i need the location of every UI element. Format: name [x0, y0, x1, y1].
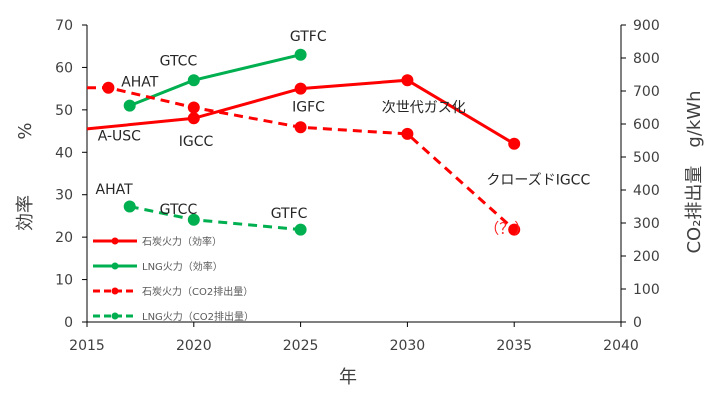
annotation-label: AHAT: [96, 182, 134, 198]
series-4-point: [187, 213, 200, 226]
y-right-tick-label: 0: [633, 315, 642, 331]
x-axis-title: 年: [339, 367, 357, 388]
series-2-point: [187, 74, 200, 87]
y-right-tick-label: 100: [633, 282, 660, 298]
y-right-tick-label: 700: [633, 84, 660, 100]
annotation-label: GTFC: [290, 29, 327, 45]
series-3-point: [508, 223, 521, 236]
y-left-tick-label: 60: [55, 60, 73, 76]
series-3-point: [401, 127, 414, 140]
legend-label: LNG火力（CO2排出量）: [142, 310, 254, 323]
series-4-point: [123, 200, 136, 213]
x-tick-label: 2020: [176, 338, 212, 354]
annotation-label: IGCC: [179, 134, 214, 150]
annotation-label: AHAT: [121, 75, 159, 91]
y-right-tick-label: 400: [633, 183, 660, 199]
y-right-tick-label: 500: [633, 150, 660, 166]
annotation-label: A-USC: [98, 128, 141, 144]
axes: 2015 2020 2025 2030 2035 20400102030405060700…: [55, 18, 660, 354]
annotation-label: クローズドIGCC: [486, 173, 590, 189]
y-right-tick-label: 300: [633, 216, 660, 232]
x-tick-label: 2035: [496, 338, 532, 354]
y-right-tick-label: 900: [633, 18, 660, 34]
legend-swatch-marker: [111, 287, 119, 295]
annotation-label: GTCC: [160, 202, 198, 218]
y-left-tick-label: 20: [55, 230, 73, 246]
y-left-tick-label: 50: [55, 103, 73, 119]
series-3-point: [294, 121, 307, 134]
annotation-label: GTFC: [271, 206, 308, 222]
y-left-axis-title: 効率: [15, 195, 36, 231]
legend-label: 石炭火力（CO2排出量）: [142, 285, 253, 298]
x-tick-label: 2030: [390, 338, 426, 354]
y-left-tick-label: 10: [55, 273, 73, 289]
series-2-point: [123, 99, 136, 112]
legend-swatch-marker: [111, 262, 119, 270]
x-tick-label: 2025: [283, 338, 319, 354]
series-3-point: [102, 81, 115, 94]
axis-titles: 年 効率% CO₂排出量 g/kWh: [15, 90, 705, 388]
y-right-tick-label: 600: [633, 117, 660, 133]
y-left-tick-label: 30: [55, 188, 73, 204]
y-left-tick-label: 0: [64, 315, 73, 331]
x-tick-label: 2015: [69, 338, 105, 354]
series-1-point: [401, 74, 414, 87]
annotation-label: 次世代ガス化: [382, 100, 466, 116]
annotation-label: （？）: [484, 220, 529, 238]
legend-swatch-marker: [111, 237, 119, 245]
series-1-point: [294, 82, 307, 95]
y-left-axis-unit: %: [15, 122, 36, 139]
legend: 石炭火力（効率） LNG火力（効率） 石炭火力（CO2排出量） LNG火力（CO2排出…: [93, 235, 254, 323]
annotation-label: IGFC: [292, 100, 325, 116]
legend-label: 石炭火力（効率）: [142, 235, 222, 248]
x-tick-label: 2040: [603, 338, 639, 354]
annotation-label: GTCC: [160, 53, 198, 69]
series-3-point: [187, 101, 200, 114]
legend-label: LNG火力（効率）: [142, 260, 223, 273]
annotations: A-USC IGCC GTCC GTFC AHAT IGFC 次世代ガス化クローズドIGCC…: [96, 29, 591, 238]
y-left-tick-label: 40: [55, 145, 73, 161]
series-2-point: [294, 48, 307, 61]
y-left-tick-label: 70: [55, 18, 73, 34]
series-4-point: [294, 223, 307, 236]
y-right-axis-title: CO₂排出量 g/kWh: [684, 90, 705, 253]
legend-swatch-marker: [111, 312, 119, 320]
series-1-point: [508, 137, 521, 150]
plot-area: [86, 48, 521, 236]
y-right-tick-label: 800: [633, 51, 660, 67]
y-right-tick-label: 200: [633, 249, 660, 265]
series-1-point: [187, 112, 200, 125]
